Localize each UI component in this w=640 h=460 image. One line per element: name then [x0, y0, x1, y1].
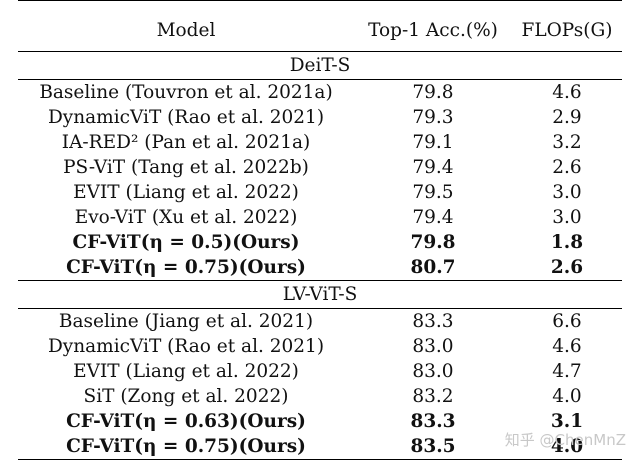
cell-flops: 3.2 [552, 132, 582, 153]
table-row: Baseline (Touvron et al. 2021a) 79.8 4.6 [18, 79, 622, 106]
cell-model: DynamicViT (Rao et al. 2021) [47, 336, 325, 357]
cell-flops: 2.6 [552, 157, 582, 178]
cell-model: CF-ViT(η = 0.75)(Ours) [66, 436, 306, 457]
cell-accuracy: 79.8 [412, 82, 454, 103]
section-title: DeiT-S [289, 55, 351, 76]
cell-flops: 2.6 [550, 257, 584, 278]
table-row: PS-ViT (Tang et al. 2022b) 79.4 2.6 [18, 155, 622, 180]
cell-accuracy: 83.3 [412, 311, 454, 332]
cell-flops: 1.8 [550, 232, 584, 253]
table-row: CF-ViT(η = 0.75)(Ours) 83.5 4.0 [18, 434, 622, 460]
cell-model: Evo-ViT (Xu et al. 2022) [74, 207, 298, 228]
cell-flops: 4.0 [550, 436, 584, 457]
header-row: Model Top-1 Acc.(%) FLOPs(G) [18, 0, 622, 52]
cell-accuracy: 79.5 [412, 182, 454, 203]
table-row: SiT (Zong et al. 2022) 83.2 4.0 [18, 384, 622, 409]
watermark: 知乎 @ChenMnZ [504, 431, 626, 449]
cell-accuracy: 80.7 [410, 257, 456, 278]
cell-accuracy: 79.8 [410, 232, 456, 253]
table-row: CF-ViT(η = 0.75)(Ours) 80.7 2.6 [18, 255, 622, 281]
cell-accuracy: 83.5 [410, 436, 456, 457]
section-header-row: LV-ViT-S [18, 280, 622, 309]
header-accuracy: Top-1 Acc.(%) [368, 20, 498, 41]
table-row: Evo-ViT (Xu et al. 2022) 79.4 3.0 [18, 205, 622, 230]
cell-flops: 4.6 [552, 336, 582, 357]
cell-model: SiT (Zong et al. 2022) [83, 386, 289, 407]
cell-accuracy: 79.4 [412, 157, 454, 178]
cell-flops: 3.0 [552, 182, 582, 203]
table-row: EVIT (Liang et al. 2022) 83.0 4.7 [18, 359, 622, 384]
results-table: Model Top-1 Acc.(%) FLOPs(G) DeiT-S Basel… [18, 0, 622, 460]
table-row: CF-ViT(η = 0.63)(Ours) 83.3 3.1 [18, 409, 622, 434]
table-row: Baseline (Jiang et al. 2021) 83.3 6.6 [18, 308, 622, 335]
cell-flops: 3.1 [550, 411, 584, 432]
cell-flops: 3.0 [552, 207, 582, 228]
cell-accuracy: 83.0 [412, 336, 454, 357]
table-row: IA-RED² (Pan et al. 2021a) 79.1 3.2 [18, 130, 622, 155]
cell-accuracy: 83.2 [412, 386, 454, 407]
section-title: LV-ViT-S [282, 284, 358, 305]
cell-model: CF-ViT(η = 0.63)(Ours) [66, 411, 306, 432]
cell-accuracy: 79.1 [412, 132, 454, 153]
cell-flops: 4.6 [552, 82, 582, 103]
cell-model: Baseline (Touvron et al. 2021a) [39, 82, 333, 103]
cell-flops: 4.0 [552, 386, 582, 407]
cell-model: EVIT (Liang et al. 2022) [73, 361, 299, 382]
cell-model: IA-RED² (Pan et al. 2021a) [61, 132, 311, 153]
cell-model: EVIT (Liang et al. 2022) [73, 182, 299, 203]
header-flops: FLOPs(G) [521, 20, 613, 41]
cell-accuracy: 83.3 [410, 411, 456, 432]
cell-model: CF-ViT(η = 0.75)(Ours) [66, 257, 306, 278]
table-row: DynamicViT (Rao et al. 2021) 83.0 4.6 [18, 334, 622, 359]
results-table-container: Model Top-1 Acc.(%) FLOPs(G) DeiT-S Basel… [18, 0, 622, 460]
cell-accuracy: 79.4 [412, 207, 454, 228]
cell-model: Baseline (Jiang et al. 2021) [58, 311, 314, 332]
header-model: Model [156, 20, 216, 41]
cell-flops: 2.9 [552, 107, 582, 128]
cell-flops: 4.7 [552, 361, 582, 382]
table-row: CF-ViT(η = 0.5)(Ours) 79.8 1.8 [18, 230, 622, 255]
cell-model: CF-ViT(η = 0.5)(Ours) [72, 232, 300, 253]
cell-accuracy: 79.3 [412, 107, 454, 128]
table-row: EVIT (Liang et al. 2022) 79.5 3.0 [18, 180, 622, 205]
cell-model: PS-ViT (Tang et al. 2022b) [63, 157, 309, 178]
cell-flops: 6.6 [552, 311, 582, 332]
table-body: DeiT-S Baseline (Touvron et al. 2021a) 79.… [18, 51, 622, 460]
cell-model: DynamicViT (Rao et al. 2021) [47, 107, 325, 128]
section-header-row: DeiT-S [18, 51, 622, 80]
table-row: DynamicViT (Rao et al. 2021) 79.3 2.9 [18, 105, 622, 130]
cell-accuracy: 83.0 [412, 361, 454, 382]
